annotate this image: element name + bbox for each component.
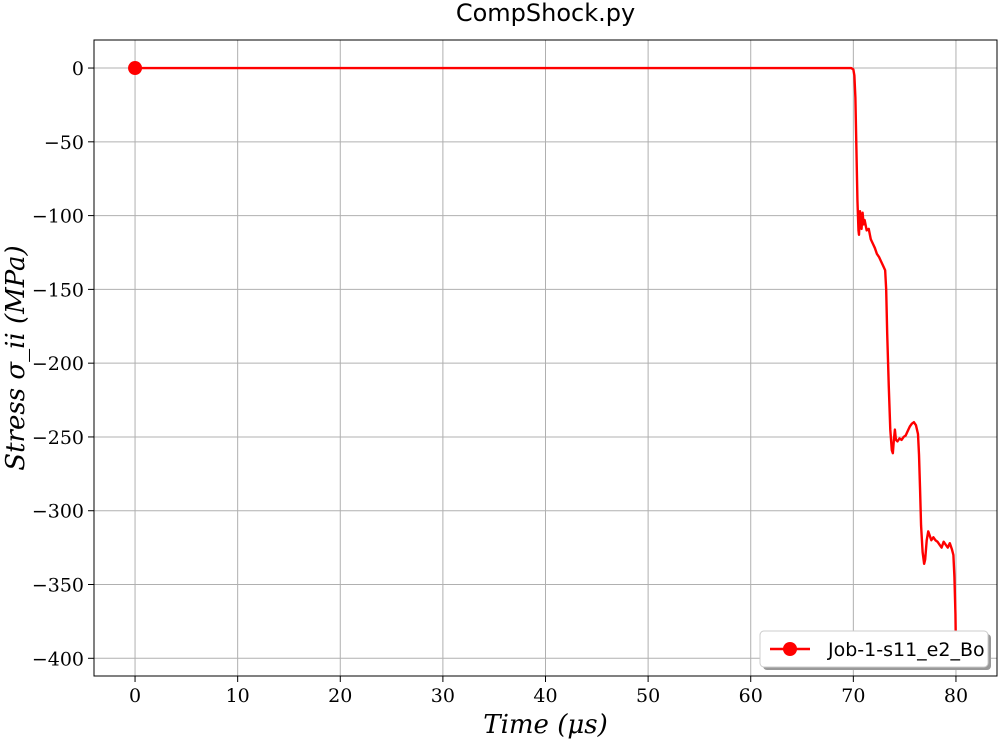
y-axis-label-text: Stress σ_ii (MPa) — [1, 245, 31, 470]
x-axis-label-text: Time (μs) — [483, 710, 608, 739]
y-tick-label: −150 — [32, 279, 84, 301]
x-tick-label: 80 — [944, 685, 968, 707]
series-line — [135, 66, 958, 651]
x-axis-label: Time (μs) — [483, 710, 608, 739]
y-tick-label: −200 — [32, 353, 84, 375]
y-tick-label: −400 — [32, 648, 84, 670]
x-tick-label: 70 — [841, 685, 865, 707]
grid-lines — [94, 40, 997, 676]
plot-frame — [93, 39, 998, 677]
x-tick-label: 20 — [328, 685, 352, 707]
y-tick-label: −250 — [32, 427, 84, 449]
legend-entry-label: Job-1-s11_e2_Bo — [827, 639, 985, 661]
x-tick-label: 40 — [533, 685, 557, 707]
data-series — [128, 61, 958, 651]
y-tick-label: −300 — [32, 501, 84, 523]
chart-title: CompShock.py — [456, 0, 635, 27]
y-axis-label: Stress σ_ii (MPa) — [1, 245, 31, 470]
y-tick-label: −50 — [44, 132, 84, 154]
axis-ticks: 0 10 20 30 40 50 60 70 80 0 −50 −100 −150 −200 −250 −30… — [32, 58, 968, 707]
series-marker — [128, 61, 143, 76]
y-tick-label: −100 — [32, 206, 84, 228]
x-tick-label: 50 — [636, 685, 660, 707]
y-tick-label: 0 — [72, 58, 84, 80]
legend: Job-1-s11_e2_Bo — [759, 630, 991, 670]
y-tick-label: −350 — [32, 575, 84, 597]
x-tick-label: 0 — [129, 685, 141, 707]
legend-box — [759, 630, 989, 668]
x-tick-label: 10 — [226, 685, 250, 707]
legend-marker — [783, 642, 797, 656]
x-tick-label: 30 — [431, 685, 455, 707]
x-tick-label: 60 — [739, 685, 763, 707]
